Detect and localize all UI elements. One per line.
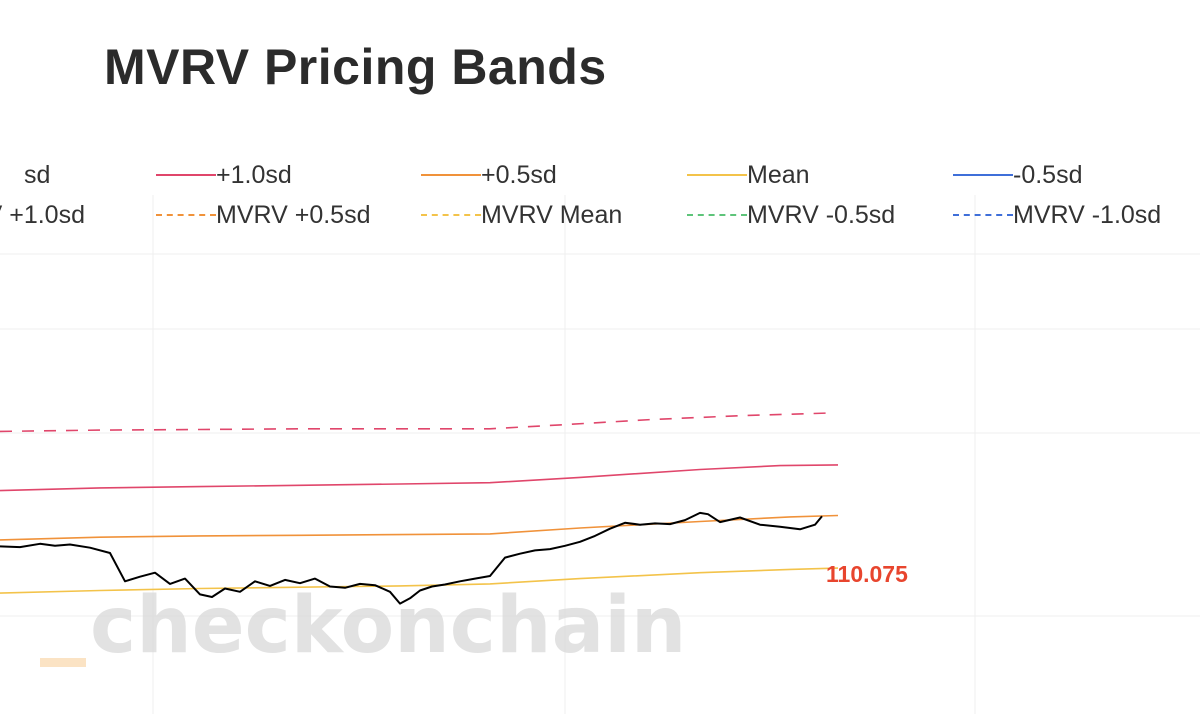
legend-label: +1.0sd: [216, 160, 292, 189]
legend-swatch: [953, 214, 1013, 216]
legend-swatch: [687, 174, 747, 176]
watermark-text: checkonchain: [90, 581, 686, 671]
legend-label: -0.5sd: [1013, 160, 1083, 189]
chart-labels: 110.075: [826, 561, 908, 587]
legend-label: +0.5sd: [481, 160, 557, 189]
legend-item-mvrv-plus-0-5sd[interactable]: MVRV +0.5sd: [156, 200, 370, 230]
legend-item-minus-0-5sd[interactable]: -0.5sd: [953, 160, 1082, 190]
chart-series: [0, 412, 839, 605]
legend-label: MVRV Mean: [481, 200, 623, 229]
legend-swatch: [953, 174, 1013, 176]
legend-item-row2-0[interactable]: RV +1.0sd: [0, 200, 85, 230]
series-line--0-5sd: [0, 514, 839, 541]
legend-item-mean[interactable]: Mean: [687, 160, 810, 190]
legend-swatch: [156, 174, 216, 176]
watermark: checkonchain: [40, 581, 686, 671]
legend-label: sd: [24, 160, 51, 189]
legend-swatch: [156, 214, 216, 216]
legend-item-mvrv-minus-0-5sd[interactable]: MVRV -0.5sd: [687, 200, 895, 230]
series-line--1-0sd: [0, 464, 839, 492]
legend-label: MVRV -0.5sd: [747, 200, 896, 229]
legend-label: MVRV +0.5sd: [216, 200, 371, 229]
legend-item-row1-0[interactable]: sd: [0, 160, 50, 190]
chart-grid: [0, 195, 1200, 714]
legend-label: MVRV -1.0sd: [1013, 200, 1162, 229]
legend-label: Mean: [747, 160, 810, 189]
legend-label: RV +1.0sd: [0, 200, 85, 229]
legend-swatch: [421, 214, 481, 216]
legend-swatch: [421, 174, 481, 176]
legend-swatch: [687, 214, 747, 216]
last-value-label: 110.075: [826, 561, 908, 587]
series-line-price: [0, 511, 823, 605]
legend-item-mvrv-minus-1sd[interactable]: MVRV -1.0sd: [953, 200, 1161, 230]
series-line-mvrv-1-0sd: [0, 412, 831, 433]
chart-title: MVRV Pricing Bands: [104, 39, 607, 95]
legend-item-mvrv-mean[interactable]: MVRV Mean: [421, 200, 622, 230]
watermark-logo: [40, 658, 86, 667]
legend-item-plus-1sd[interactable]: +1.0sd: [156, 160, 292, 190]
legend-item-plus-0-5sd[interactable]: +0.5sd: [421, 160, 557, 190]
